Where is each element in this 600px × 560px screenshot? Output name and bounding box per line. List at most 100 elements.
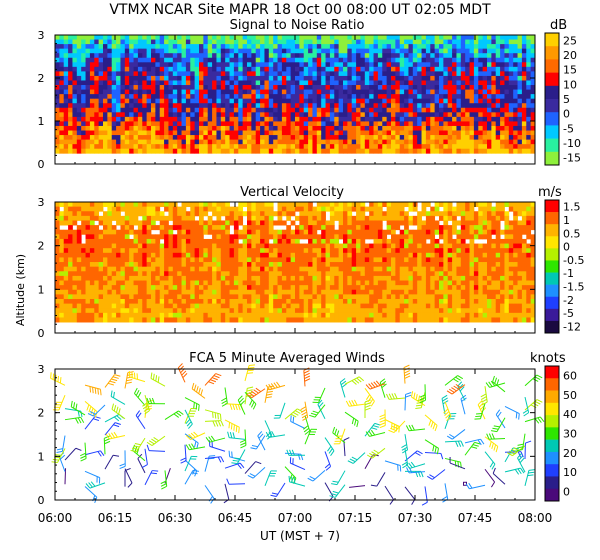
vv-cell: [268, 298, 274, 305]
snr-cell: [347, 121, 353, 127]
vv-cell: [164, 243, 169, 249]
vv-cell: [334, 211, 340, 217]
vv-cell: [199, 266, 204, 272]
snr-cell: [85, 75, 91, 81]
snr-cell: [268, 103, 274, 109]
vv-cell: [129, 252, 134, 258]
vv-cell: [360, 234, 366, 240]
snr-cell: [233, 107, 239, 113]
snr-cell: [343, 94, 348, 100]
snr-cell: [185, 44, 191, 50]
snr-cell: [107, 130, 113, 136]
snr-cell: [495, 35, 501, 40]
vv-cell: [94, 248, 100, 254]
snr-cell: [242, 85, 248, 90]
snr-cell: [177, 121, 182, 127]
snr-cell: [417, 80, 422, 86]
snr-cell: [194, 53, 200, 59]
vv-cell: [68, 285, 73, 291]
snr-cell: [299, 139, 305, 145]
snr-cell: [251, 57, 257, 63]
vv-cell: [72, 238, 78, 244]
vv-cell: [98, 220, 104, 226]
vv-cell: [303, 225, 309, 231]
vv-cell: [273, 211, 278, 217]
snr-cell: [273, 139, 278, 145]
snr-cell: [434, 80, 440, 86]
vv-cell: [351, 280, 357, 286]
vv-cell: [395, 262, 401, 268]
snr-cell: [151, 39, 156, 45]
vv-cell: [347, 215, 353, 221]
vv-cell: [194, 303, 200, 309]
vv-cell: [273, 234, 278, 240]
vv-cell: [360, 257, 366, 263]
snr-cell: [72, 107, 78, 113]
snr-cell: [142, 66, 148, 72]
snr-cell: [312, 116, 318, 122]
snr-cell: [76, 35, 82, 40]
snr-cell: [329, 85, 335, 90]
snr-cell: [111, 89, 117, 95]
colorbar-swatch: [545, 138, 559, 153]
vv-cell: [303, 312, 309, 318]
vv-cell: [164, 215, 169, 221]
vv-cell: [72, 229, 78, 235]
vv-cell: [338, 266, 344, 272]
snr-cell: [142, 85, 148, 90]
vv-cell: [395, 220, 401, 226]
vv-cell: [273, 298, 278, 305]
vv-cell: [63, 257, 69, 263]
snr-cell: [103, 66, 108, 72]
snr-cell: [491, 53, 497, 59]
vv-cell: [356, 202, 361, 208]
snr-cell: [151, 35, 156, 40]
vv-cell: [404, 308, 409, 314]
snr-cell: [98, 121, 104, 127]
vv-cell: [124, 243, 130, 249]
snr-cell: [334, 94, 340, 100]
snr-cell: [63, 71, 69, 77]
vv-cell: [338, 303, 344, 309]
snr-cell: [268, 53, 274, 59]
snr-cell: [151, 94, 156, 100]
vv-cell: [55, 215, 60, 221]
vv-cell: [103, 220, 108, 226]
vv-cell: [334, 215, 340, 221]
snr-cell: [447, 39, 453, 45]
snr-cell: [55, 53, 60, 59]
snr-cell: [478, 57, 484, 63]
snr-cell: [517, 89, 523, 95]
vv-cell: [238, 248, 244, 254]
vv-cell: [177, 257, 182, 263]
snr-cell: [443, 125, 449, 131]
vv-cell: [216, 225, 222, 231]
snr-cell: [425, 66, 431, 72]
snr-cell: [299, 103, 305, 109]
snr-cell: [212, 62, 217, 68]
snr-cell: [382, 57, 388, 63]
snr-cell: [369, 98, 374, 104]
vv-cell: [55, 298, 60, 305]
vv-cell: [190, 225, 196, 231]
vv-cell: [329, 262, 335, 268]
vv-cell: [369, 257, 374, 263]
vv-cell: [89, 289, 95, 295]
snr-cell: [181, 121, 187, 127]
vv-cell: [290, 294, 296, 300]
snr-cell: [247, 148, 252, 154]
vv-cell: [216, 252, 222, 258]
snr-cell: [172, 98, 178, 104]
snr-cell: [386, 125, 392, 131]
snr-cell: [417, 39, 422, 45]
snr-cell: [286, 53, 292, 59]
snr-cell: [194, 144, 200, 150]
snr-cell: [268, 116, 274, 122]
snr-cell: [325, 48, 331, 54]
vv-cell: [264, 280, 270, 286]
snr-cell: [251, 35, 257, 40]
vv-cell: [329, 252, 335, 258]
vv-cell: [377, 298, 383, 305]
snr-cell: [377, 48, 383, 54]
